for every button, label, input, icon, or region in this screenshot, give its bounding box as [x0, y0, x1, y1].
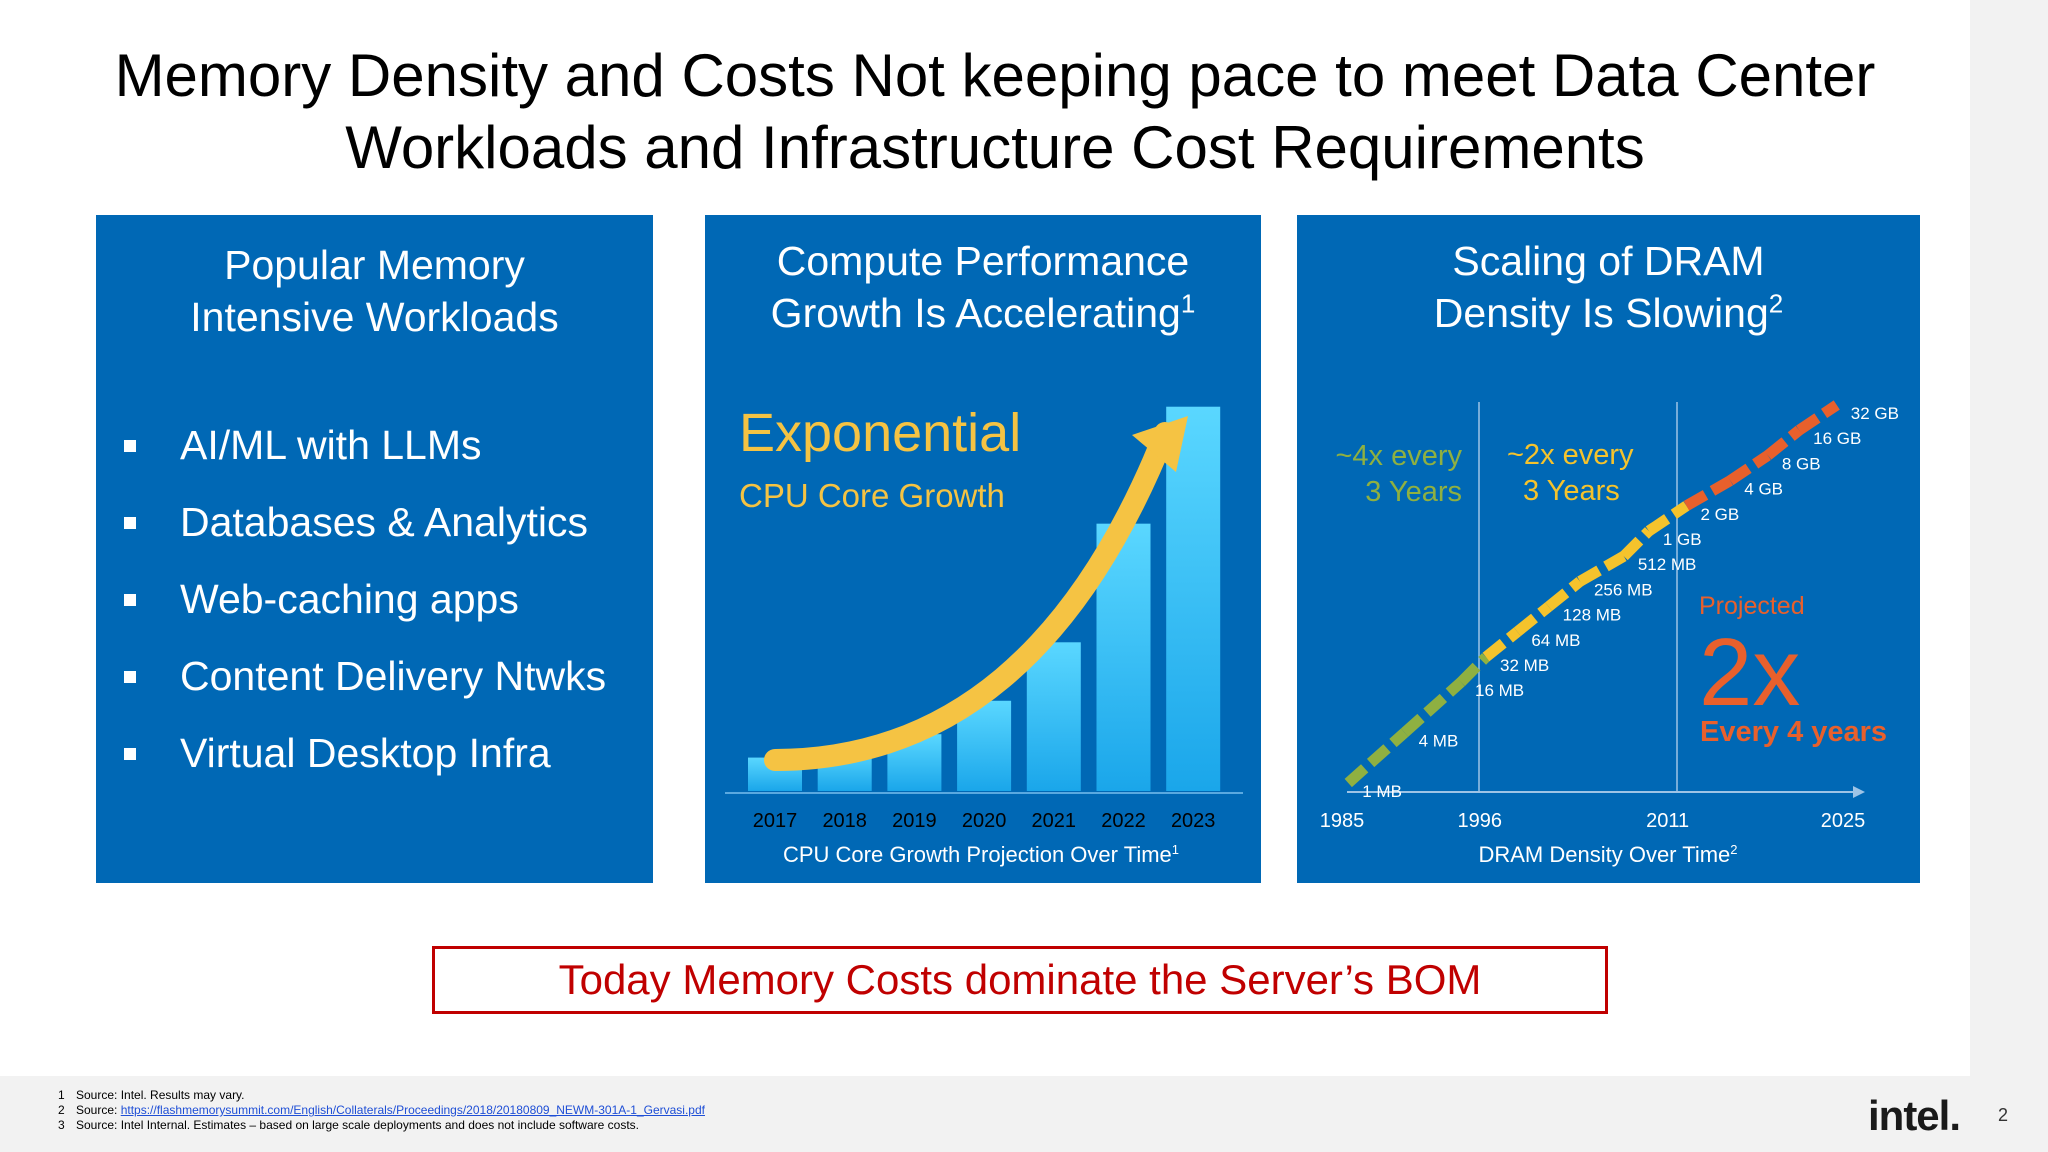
cpu-chart-caption: CPU Core Growth Projection Over Time1 — [783, 842, 1179, 867]
density-segment — [1645, 501, 1690, 536]
x-tick-label: 2023 — [1171, 810, 1216, 832]
bullet-square-icon — [124, 593, 136, 606]
list-item: Virtual Desktop Infra — [124, 715, 606, 792]
rate-4x-line-2: 3 Years — [1365, 476, 1462, 508]
density-segment — [1457, 653, 1490, 687]
workloads-heading-line-2: Intensive Workloads — [190, 294, 559, 340]
axis-arrow-icon — [1853, 786, 1865, 798]
cpu-growth-heading-line-2: Growth Is Accelerating — [770, 290, 1181, 336]
x-tick-label: 2021 — [1032, 810, 1077, 832]
growth-arrow — [764, 422, 1176, 771]
slide-title: Memory Density and Costs Not keeping pac… — [80, 40, 1910, 184]
density-label: 1 MB — [1362, 782, 1402, 801]
cpu-core-growth-label: CPU Core Growth — [739, 477, 1005, 514]
density-label: 64 MB — [1531, 631, 1580, 650]
density-label: 16 GB — [1813, 429, 1861, 448]
list-item: Databases & Analytics — [124, 484, 606, 561]
density-segment — [1796, 400, 1840, 435]
footer-bar — [0, 1076, 1970, 1152]
intel-logo: intel. — [1868, 1092, 1961, 1139]
workloads-heading: Popular Memory Intensive Workloads — [96, 239, 653, 343]
density-label: 128 MB — [1563, 606, 1622, 625]
footnote-3: 3 Source: Intel Internal. Estimates – bas… — [58, 1118, 639, 1132]
density-segment — [1344, 728, 1409, 788]
x-tick-label: 2022 — [1101, 810, 1146, 832]
cpu-growth-heading-footnote: 1 — [1180, 288, 1196, 319]
density-label: 16 MB — [1475, 681, 1524, 700]
density-label: 1 GB — [1663, 530, 1702, 549]
x-tick-label: 2017 — [753, 810, 798, 832]
dram-density-chart: 1 MB 4 MB 16 MB 32 MB 64 MB 128 MB 256 MB 512 M… — [1320, 400, 1899, 867]
x-tick-label: 2020 — [962, 810, 1007, 832]
density-label: 512 MB — [1638, 555, 1697, 574]
list-item-label: Virtual Desktop Infra — [180, 730, 551, 776]
dram-heading-line-2: Density Is Slowing — [1433, 290, 1769, 336]
density-segment — [1619, 527, 1653, 561]
bullet-square-icon — [124, 747, 136, 760]
bullet-square-icon — [124, 670, 136, 683]
cpu-growth-heading: Compute Performance Growth Is Accelerati… — [705, 235, 1261, 339]
list-item-label: AI/ML with LLMs — [180, 422, 482, 468]
right-margin-strip — [1970, 0, 2048, 1152]
density-segment — [1513, 602, 1553, 637]
list-item: Content Delivery Ntwks — [124, 638, 606, 715]
rate-4x-line-1: ~4x every — [1335, 440, 1462, 472]
projected-every-4-years: Every 4 years — [1700, 716, 1887, 748]
dram-density-panel: Scaling of DRAM Density Is Slowing2 1 MB… — [1297, 215, 1920, 883]
density-segment — [1400, 678, 1465, 737]
list-item: AI/ML with LLMs — [124, 407, 606, 484]
density-label: 4 GB — [1744, 480, 1783, 499]
bar-2021 — [1026, 642, 1081, 791]
density-label: 2 GB — [1700, 505, 1739, 524]
workloads-panel: Popular Memory Intensive Workloads AI/ML… — [96, 215, 653, 883]
workloads-heading-line-1: Popular Memory — [224, 242, 525, 288]
footnote-2: 2 Source: https://flashmemorysummit.com/E… — [58, 1103, 705, 1117]
density-label: 8 GB — [1782, 454, 1821, 473]
projected-label: Projected — [1699, 592, 1805, 620]
rate-2x-line-2: 3 Years — [1523, 475, 1620, 507]
density-label: 256 MB — [1594, 580, 1653, 599]
title-line-2: Workloads and Infrastructure Cost Requir… — [345, 114, 1645, 181]
cpu-growth-heading-line-1: Compute Performance — [776, 238, 1190, 284]
list-item-label: Web-caching apps — [180, 576, 519, 622]
dram-heading-line-1: Scaling of DRAM — [1452, 238, 1765, 284]
x-tick-label: 2019 — [892, 810, 937, 832]
dram-chart-caption: DRAM Density Over Time2 — [1478, 842, 1737, 867]
footnotes: 1 Source: Intel. Results may vary. 2 Sourc… — [58, 1088, 705, 1133]
cpu-core-growth-chart: 2017 2018 2019 2020 2021 2022 2023 Exponential… — [725, 403, 1243, 867]
density-segment — [1727, 450, 1771, 486]
dram-heading: Scaling of DRAM Density Is Slowing2 — [1297, 235, 1920, 339]
density-segment — [1545, 577, 1584, 611]
cpu-growth-panel: Compute Performance Growth Is Accelerati… — [705, 215, 1261, 883]
bom-callout: Today Memory Costs dominate the Server’s… — [432, 946, 1608, 1014]
exponential-label: Exponential — [739, 403, 1021, 463]
density-segment — [1683, 475, 1734, 511]
slide-number: 2 — [1998, 1105, 2009, 1125]
footnote-1: 1 Source: Intel. Results may vary. — [58, 1088, 245, 1102]
x-tick-label: 1996 — [1458, 810, 1503, 832]
title-line-1: Memory Density and Costs Not keeping pac… — [114, 42, 1876, 109]
workloads-list: AI/ML with LLMs Databases & Analytics We… — [124, 407, 606, 792]
list-item: Web-caching apps — [124, 561, 606, 638]
arrow-head-icon — [1132, 416, 1188, 472]
bullet-square-icon — [124, 516, 136, 529]
x-tick-label: 1985 — [1320, 810, 1365, 832]
density-label: 4 MB — [1419, 732, 1459, 751]
density-label: 32 GB — [1851, 404, 1899, 423]
x-tick-label: 2011 — [1646, 810, 1689, 832]
density-label: 32 MB — [1500, 656, 1549, 675]
bullet-square-icon — [124, 439, 136, 452]
rate-2x-line-1: ~2x every — [1507, 439, 1634, 471]
density-segment — [1482, 627, 1521, 662]
projected-2x: 2x — [1699, 619, 1800, 726]
density-segment — [1577, 551, 1627, 587]
list-item-label: Content Delivery Ntwks — [180, 653, 607, 699]
x-tick-label: 2018 — [822, 810, 867, 832]
dram-heading-footnote: 2 — [1768, 288, 1784, 319]
x-tick-label: 2025 — [1821, 810, 1866, 832]
density-segment — [1764, 425, 1803, 460]
footnote-source-link[interactable]: https://flashmemorysummit.com/English/Co… — [120, 1103, 705, 1117]
list-item-label: Databases & Analytics — [180, 499, 588, 545]
